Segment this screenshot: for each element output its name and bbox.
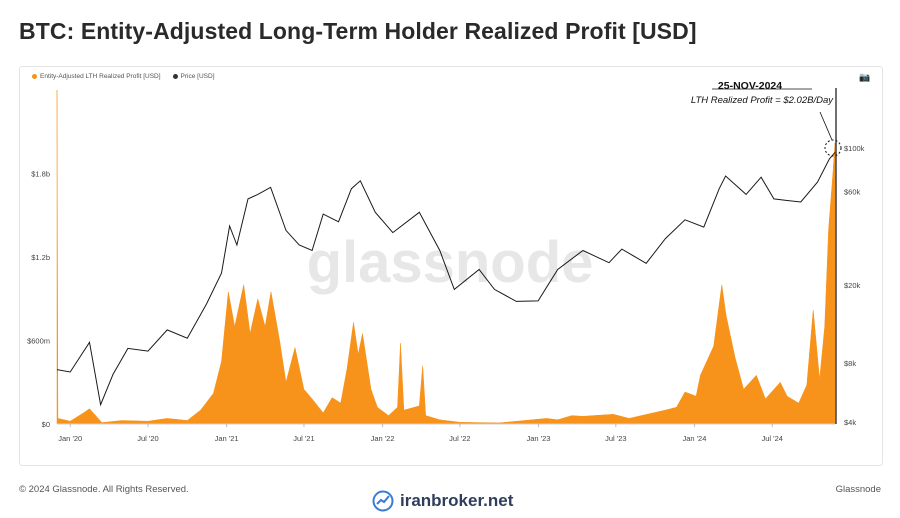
legend-dot-price — [172, 74, 178, 79]
y-left-tick-label: $1.8b — [31, 170, 50, 179]
y-left-tick-label: $1.2b — [31, 253, 50, 262]
x-tick-label: Jul '24 — [761, 434, 782, 443]
x-tick-label: Jul '23 — [605, 434, 626, 443]
y-left-tick-label: $600m — [27, 337, 50, 346]
legend-label-price: Price [USD] — [180, 73, 215, 80]
x-tick-label: Jul '22 — [449, 434, 470, 443]
x-tick-label: Jan '23 — [527, 434, 551, 443]
legend-item-price[interactable]: Price [USD] — [172, 73, 215, 80]
watermark: glassnode — [307, 230, 594, 295]
copyright-text: © 2024 Glassnode. All Rights Reserved. — [19, 484, 189, 495]
camera-icon[interactable]: 📷 — [859, 72, 871, 82]
annotation-circle — [824, 139, 842, 157]
x-tick-label: Jul '20 — [137, 434, 158, 443]
price-line — [56, 152, 836, 407]
x-tick-label: Jan '22 — [371, 434, 395, 443]
brand-text: iranbroker.net — [400, 491, 514, 510]
x-tick-label: Jul '21 — [293, 434, 314, 443]
legend-dot-profit — [32, 74, 37, 79]
annotation-text: LTH Realized Profit = $2.02B/Day — [691, 95, 834, 106]
footer-brand: Glassnode — [835, 484, 881, 495]
x-tick-label: Jan '20 — [58, 434, 82, 443]
y-right-tick-label: $8k — [844, 359, 856, 368]
y-right-tick-label: $100k — [844, 144, 865, 153]
legend-label-profit: Entity-Adjusted LTH Realized Profit [USD… — [40, 73, 161, 80]
site-brand[interactable]: iranbroker.net — [372, 490, 513, 512]
y-left-tick-label: $0 — [42, 420, 50, 429]
chart-legend: Entity-Adjusted LTH Realized Profit [USD… — [32, 73, 215, 80]
y-right-tick-label: $20k — [844, 281, 861, 290]
brand-logo-icon — [372, 490, 394, 512]
x-tick-label: Jan '21 — [215, 434, 239, 443]
annotation-pointer — [819, 111, 833, 141]
annotation: 25-NOV-2024 LTH Realized Profit = $2.02B/… — [691, 80, 842, 424]
chart-axes: $0 $600m $1.2b $1.8b $4k $8k $20k $60k $100k Jan … — [27, 144, 865, 443]
y-right-tick-label: $4k — [844, 418, 856, 427]
y-right-tick-label: $60k — [844, 187, 861, 196]
legend-item-profit[interactable]: Entity-Adjusted LTH Realized Profit [USD… — [32, 73, 161, 80]
annotation-date: 25-NOV-2024 — [718, 80, 782, 92]
page-title: BTC: Entity-Adjusted Long-Term Holder Re… — [19, 18, 697, 44]
profit-area — [56, 89, 836, 425]
x-tick-label: Jan '24 — [682, 434, 706, 443]
